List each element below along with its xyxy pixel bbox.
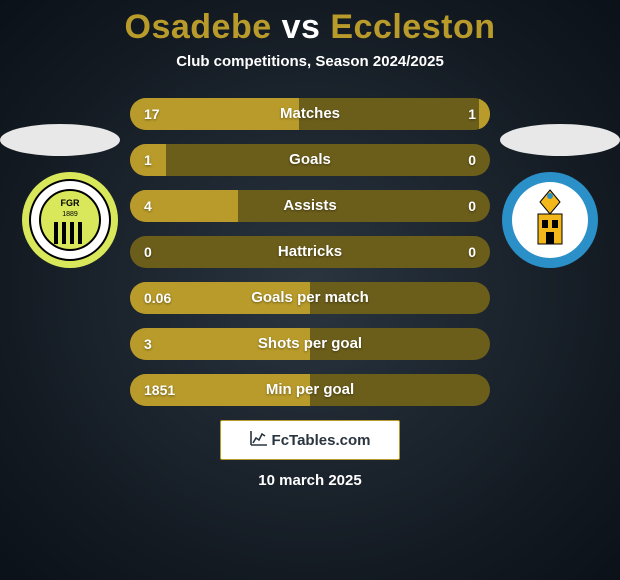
stat-row: Goals1 0 xyxy=(130,144,490,176)
stat-label: Min per goal xyxy=(130,374,490,406)
sutton-united-icon xyxy=(500,170,600,270)
subtitle: Club competitions, Season 2024/2025 xyxy=(0,53,620,70)
stat-value-left: 1 xyxy=(144,144,152,176)
footer-date: 10 march 2025 xyxy=(0,472,620,489)
stat-label: Goals xyxy=(130,144,490,176)
fctables-logo: FcTables.com xyxy=(220,420,400,460)
club-crest-left: FGR 1889 xyxy=(20,170,120,270)
stat-label: Goals per match xyxy=(130,282,490,314)
stat-row: Matches17 1 xyxy=(130,98,490,130)
stat-label: Shots per goal xyxy=(130,328,490,360)
svg-text:FGR: FGR xyxy=(61,198,80,208)
stat-row: Hattricks0 0 xyxy=(130,236,490,268)
stat-value-right: 0 xyxy=(468,236,476,268)
stat-value-right: 1 xyxy=(468,98,476,130)
stat-label: Assists xyxy=(130,190,490,222)
footer-logo-text: FcTables.com xyxy=(272,432,371,449)
svg-text:1889: 1889 xyxy=(62,211,78,218)
stat-value-right: 0 xyxy=(468,144,476,176)
stat-label: Matches xyxy=(130,98,490,130)
forest-green-rovers-icon: FGR 1889 xyxy=(20,170,120,270)
stat-row: Assists4 0 xyxy=(130,190,490,222)
player2-name: Eccleston xyxy=(330,8,495,46)
stat-value-left: 4 xyxy=(144,190,152,222)
stat-value-left: 1851 xyxy=(144,374,175,406)
club-crest-right xyxy=(500,170,600,270)
stat-value-left: 0 xyxy=(144,236,152,268)
stat-value-left: 0.06 xyxy=(144,282,171,314)
comparison-title: Osadebe vs Eccleston xyxy=(0,0,620,47)
player2-shadow xyxy=(500,124,620,156)
stat-row: Min per goal1851 xyxy=(130,374,490,406)
stat-value-left: 17 xyxy=(144,98,160,130)
player1-name: Osadebe xyxy=(125,8,272,46)
stat-row: Shots per goal3 xyxy=(130,328,490,360)
stat-value-left: 3 xyxy=(144,328,152,360)
stat-label: Hattricks xyxy=(130,236,490,268)
title-vs: vs xyxy=(282,8,321,46)
player1-shadow xyxy=(0,124,120,156)
stat-value-right: 0 xyxy=(468,190,476,222)
stats-container: Matches171Goals10Assists40Hattricks00Goa… xyxy=(130,98,490,406)
chart-icon xyxy=(250,430,268,451)
stat-row: Goals per match0.06 xyxy=(130,282,490,314)
